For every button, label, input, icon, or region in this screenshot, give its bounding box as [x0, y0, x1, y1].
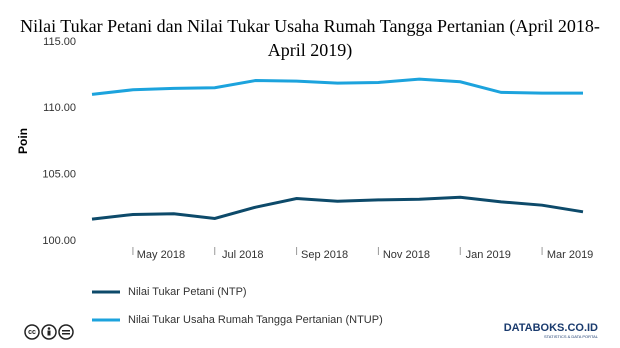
- x-tick-label: Nov 2018: [383, 249, 430, 261]
- y-tick-label: 105.00: [42, 169, 76, 181]
- x-tick-label: Sep 2018: [301, 249, 348, 261]
- series-line: [91, 195, 584, 221]
- y-tick-label: 100.00: [42, 235, 76, 247]
- brand-sub: STATISTICS & DATA PORTAL: [544, 334, 599, 339]
- y-axis-label: Poin: [16, 128, 30, 154]
- x-tick-label: Jan 2019: [466, 249, 511, 261]
- y-tick-label: 110.00: [43, 102, 76, 114]
- x-tick-label: Mar 2019: [547, 249, 593, 261]
- series-line: [91, 77, 583, 96]
- brand: DATABOKS.CO.ID: [504, 322, 598, 334]
- cc-icon: cc: [24, 324, 74, 340]
- legend-label: Nilai Tukar Usaha Rumah Tangga Pertanian…: [128, 314, 383, 326]
- x-tick-label: May 2018: [137, 249, 185, 261]
- y-tick-label: 115.00: [43, 36, 76, 48]
- chart-title: Nilai Tukar Petani dan Nilai Tukar Usaha…: [20, 16, 600, 60]
- legend-label: Nilai Tukar Petani (NTP): [128, 286, 247, 298]
- x-tick-label: Jul 2018: [222, 249, 264, 261]
- license: cc: [28, 329, 36, 336]
